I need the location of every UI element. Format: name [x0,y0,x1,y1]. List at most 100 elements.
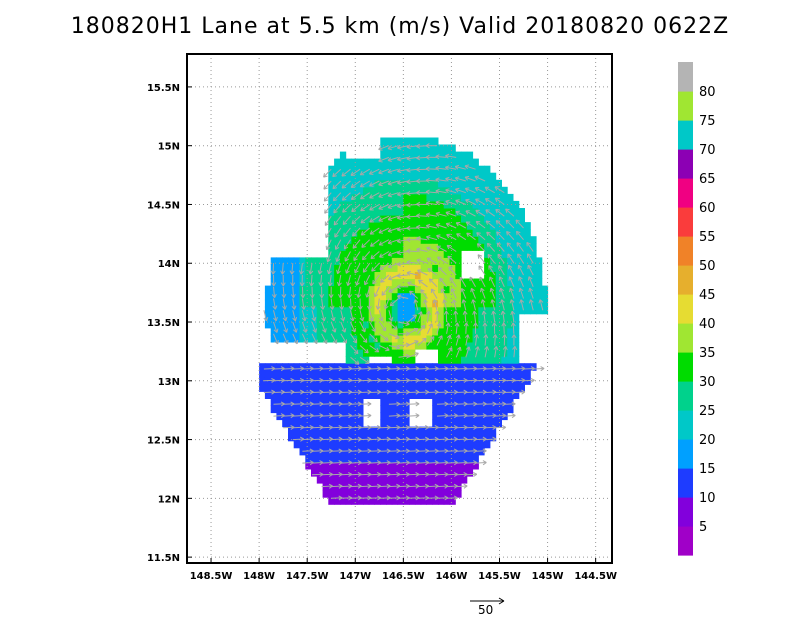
wind-vector-head [330,316,336,322]
field-cell [409,454,416,463]
field-cell [397,391,404,399]
wind-vector-head [406,270,411,276]
wind-vector [339,286,342,298]
field-cell [334,476,341,484]
wind-vector-head [331,328,337,333]
wind-vector [407,314,417,323]
field-cell [420,476,427,484]
wind-vector [330,333,338,344]
wind-vector [263,310,268,322]
wind-vector [455,322,458,334]
wind-vector [378,204,390,210]
wind-vector [436,462,449,464]
field-cell [449,158,456,167]
field-cell [455,440,462,449]
field-cell [339,151,347,160]
wind-vector-head [378,217,383,222]
field-cell [524,236,531,244]
field-cell [420,208,427,216]
wind-vector-head [308,270,314,275]
wind-vector [324,215,332,226]
field-cell [351,165,358,174]
field-cell [466,349,474,357]
wind-vector-head [323,339,328,345]
wind-vector-head [439,277,444,283]
colorbar-segment [678,468,693,498]
wind-vector-head [445,222,451,228]
wind-vector-head [480,287,485,293]
field-cell [414,490,422,498]
field-cell [461,229,468,237]
field-cell [449,193,456,202]
field-cell [484,179,491,188]
field-cell [478,433,485,442]
wind-vector [425,191,438,194]
field-cell [438,320,445,329]
wind-vector [513,368,525,370]
wind-vector-head [380,278,385,283]
wind-vector-head [423,299,428,304]
wind-vector [406,215,418,218]
field-cell [386,320,393,329]
field-cell [466,158,474,167]
wind-vector [342,204,351,213]
field-cell [293,384,300,392]
field-cell [414,433,422,442]
wind-vector [301,333,308,345]
field-cell [363,306,370,315]
field-cell [380,193,387,202]
field-cell [449,264,456,272]
field-cell [409,363,416,371]
wind-vector [465,368,477,370]
wind-vector-head [416,247,421,253]
field-cell [351,426,358,435]
field-cell [397,349,404,357]
wind-vector [418,279,428,288]
wind-vector [335,239,342,250]
wind-vector [379,438,391,441]
wind-vector [539,299,544,311]
field-cell [443,476,450,484]
field-cell [391,412,399,421]
field-cell [345,243,352,251]
field-cell [449,426,456,435]
field-cell [466,222,474,230]
field-cell [374,426,381,435]
field-cell [438,193,445,202]
field-cell [484,334,491,343]
field-cell [449,243,456,251]
field-cell [414,334,422,343]
wind-vector [427,368,439,370]
wind-vector-head [485,220,491,225]
field-cell [322,278,329,287]
field-cell [293,426,300,435]
field-cell [380,172,387,181]
field-cell [345,377,352,385]
wind-vector [509,276,515,287]
field-cell [409,306,416,315]
field-cell [357,356,364,364]
field-cell [397,137,404,146]
field-cell [386,398,393,406]
wind-vector-head [333,220,339,226]
wind-vector [504,379,516,382]
field-cell [334,391,341,399]
field-cell [484,349,491,357]
wind-vector-head [472,310,478,315]
field-cell [397,215,404,223]
field-cell [334,186,341,195]
wind-vector-head [447,255,452,261]
wind-vector-head [406,202,411,208]
wind-vector-head [416,155,421,161]
wind-vector [469,276,476,288]
field-cell [478,165,485,174]
wind-vector [341,180,351,189]
wind-vector-head [436,322,442,328]
wind-vector [436,403,449,405]
wind-vector [387,204,399,209]
field-cell [397,334,404,343]
wind-vector [369,192,380,199]
field-cell [311,363,318,371]
wind-vector [388,262,399,268]
wind-vector [388,438,400,441]
